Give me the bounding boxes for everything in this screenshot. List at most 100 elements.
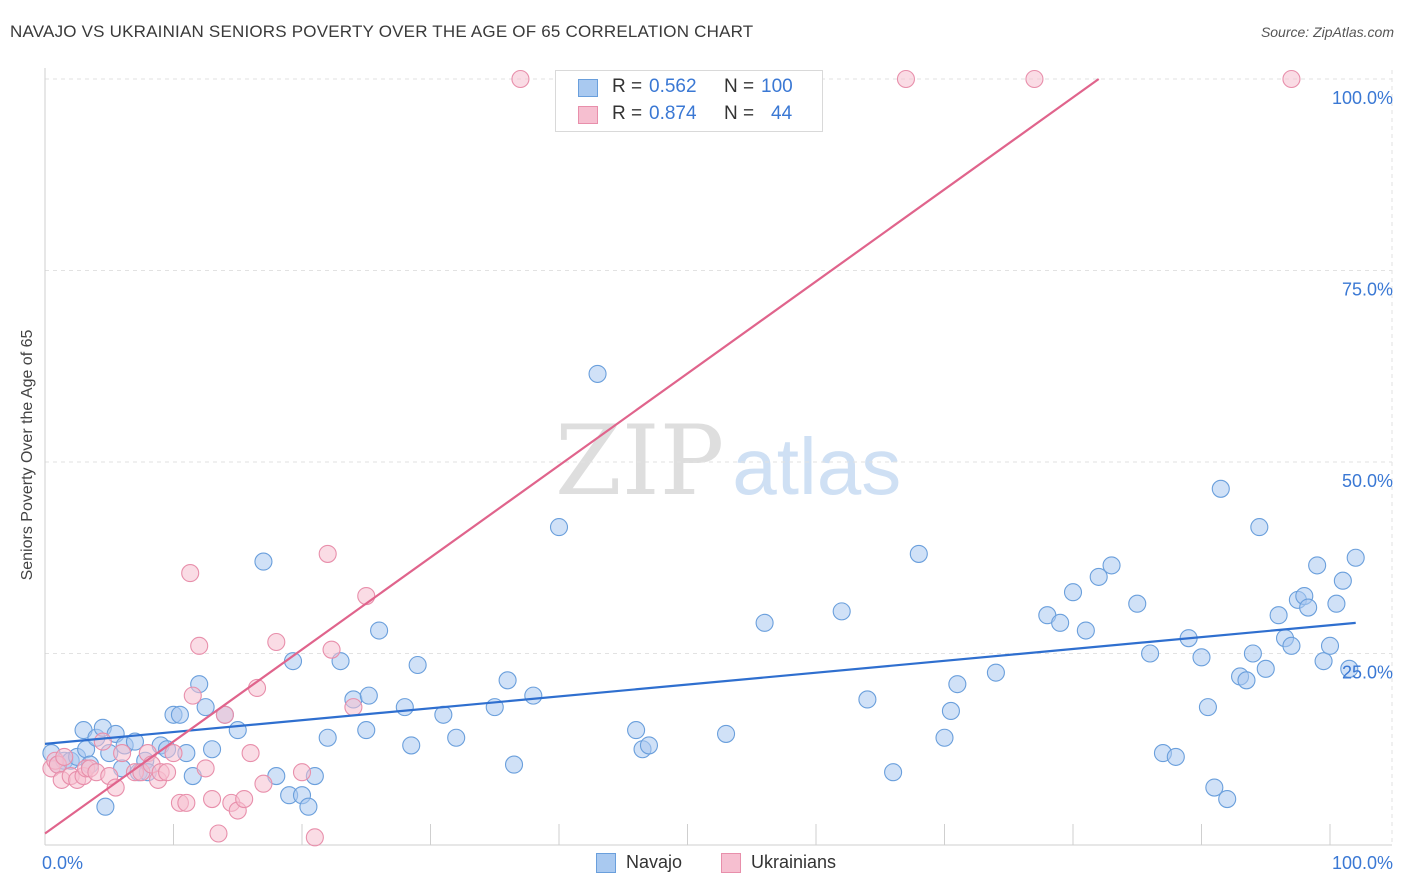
navajo-point [1256,659,1275,678]
ukrainian-point [183,686,202,705]
navajo-point [357,721,376,740]
navajo-point [434,705,453,724]
bottom-legend-swatch-navajo [596,853,616,873]
ukrainian-point [318,544,337,563]
navajo-point [639,736,659,755]
navajo-point [96,797,115,816]
navajo-point [909,544,928,563]
navajo-point [1063,583,1083,602]
legend-n-label: N = [724,76,755,97]
navajo-point [935,728,954,747]
navajo-point [1314,652,1333,671]
navajo-point [1089,567,1108,586]
navajo-point [1076,621,1095,640]
ukrainian-point [55,747,74,766]
navajo-point [549,518,569,537]
ukrainian-point [106,778,125,797]
ukrainian-point [190,636,209,655]
ukrainian-point [305,828,324,847]
navajo-point [1243,644,1262,663]
y-tick-label: 50.0% [1342,471,1393,491]
navajo-point [299,797,318,816]
navajo-point [627,721,646,740]
navajo-point [524,686,543,705]
navajo-point [498,671,517,690]
navajo-point [196,698,215,717]
navajo-point [941,701,960,721]
navajo-point [395,698,414,717]
ukrainian-point [322,640,341,659]
navajo-point [1218,789,1237,809]
navajo-point [254,552,273,571]
navajo-point [125,732,144,751]
ukrainian-point [1282,69,1301,89]
navajo-point [203,740,222,759]
watermark: ZIP atlas [555,405,901,517]
y-tick-label: 75.0% [1342,280,1393,300]
ukrainian-point [267,632,286,652]
watermark-zip: ZIP [555,405,725,517]
navajo-point [1340,659,1359,678]
navajo-point [170,705,189,724]
ukrainian-points [42,69,1301,847]
navajo-point [1198,698,1217,717]
ukrainian-point [357,586,376,606]
legend-swatch-ukrainians [578,106,598,124]
ukrainian-point [215,705,234,724]
navajo-point [1320,636,1340,655]
navajo-point [986,663,1005,682]
ukrainian-point [93,732,112,751]
ukrainian-point [344,698,363,717]
ukrainian-point [177,793,196,812]
navajo-point [1250,518,1269,537]
ukrainian-trend-line [44,78,1100,835]
legend-r-label: R = [612,76,643,97]
navajo-point [884,763,903,782]
navajo-point [408,655,427,675]
navajo-point [1128,594,1147,613]
ukrainian-point [896,69,916,89]
navajo-point [1141,644,1160,663]
navajo-point [228,721,247,740]
navajo-point [1211,479,1230,498]
navajo-point [1166,747,1185,766]
legend-r-label: R = [612,103,643,124]
navajo-point [755,613,774,632]
navajo-point [402,736,421,755]
ukrainian-point [254,774,273,793]
ukrainian-point [158,763,177,782]
y-tick-label: 100.0% [1332,88,1393,108]
ukrainian-point [235,789,254,809]
bottom-legend-label-ukrainians: Ukrainians [751,852,837,872]
navajo-point [1102,556,1121,575]
ukrainian-point [209,824,228,843]
x-tick-label: 100.0% [1332,853,1393,873]
navajo-point [1269,606,1288,625]
navajo-point [1237,671,1256,690]
navajo-point [447,728,466,747]
legend-r-value: 0.874 [649,103,697,124]
legend: R = 0.562 N = 100 R = 0.874 N = 44 [555,70,823,132]
source-label: Source: ZipAtlas.com [1260,24,1394,40]
y-tick-label: 25.0% [1342,663,1393,683]
bottom-legend-swatch-ukrainians [721,853,741,873]
navajo-point [948,675,967,694]
axes [44,68,1392,846]
ukrainian-point [181,564,200,583]
ukrainian-point [511,69,530,89]
navajo-point [588,364,607,383]
legend-n-label: N = [724,103,755,124]
navajo-point [1282,636,1301,655]
bottom-legend-label-navajo: Navajo [626,852,683,872]
navajo-point [318,728,337,747]
ukrainian-point [292,763,312,782]
navajo-point [504,755,524,774]
navajo-point [1051,613,1070,632]
legend-n-value: 100 [761,76,793,97]
navajo-point [1205,778,1224,797]
navajo-point [1346,548,1365,567]
tick-labels: 25.0% 50.0% 75.0% 100.0% 0.0% 100.0% [42,88,1393,873]
ukrainian-point [164,744,183,763]
navajo-point [1299,598,1318,617]
